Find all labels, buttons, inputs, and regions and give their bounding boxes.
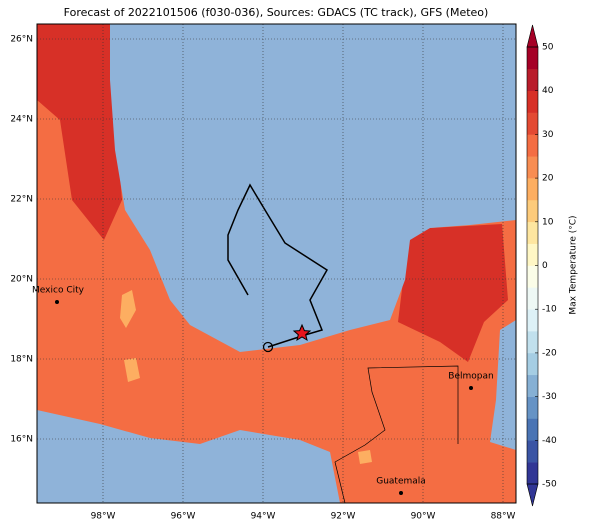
- y-tick-label: 20°N: [10, 275, 33, 285]
- x-tick-label: 88°W: [491, 512, 516, 522]
- colorbar-band: [527, 374, 538, 397]
- grid: [37, 24, 516, 503]
- colorbar-band: [527, 112, 538, 135]
- colorbar-band: [527, 178, 538, 201]
- colorbar-band: [527, 287, 538, 310]
- colorbar-tick-label: 30: [542, 130, 554, 140]
- warm-spot: [358, 450, 372, 464]
- colorbar-band: [527, 90, 538, 113]
- x-tick-label: 92°W: [331, 512, 356, 522]
- pacific-ocean: [37, 410, 340, 503]
- colorbar-band: [527, 265, 538, 288]
- colorbar-tick-label: 10: [542, 217, 554, 227]
- colorbar-tick-label: 0: [542, 261, 548, 271]
- warm-spot: [120, 290, 136, 328]
- city-label: Mexico City: [32, 286, 85, 296]
- colorbar-tick-label: 20: [542, 174, 554, 184]
- colorbar-band: [527, 47, 538, 70]
- colorbar-extend: [526, 24, 539, 48]
- city-label: Guatemala: [376, 477, 426, 487]
- x-tick-label: 94°W: [251, 512, 276, 522]
- colorbar-band: [527, 156, 538, 179]
- colorbar: -50 -40 -30 -20 -10 0 10 20 30 40 50: [526, 24, 557, 507]
- x-tick-label: 98°W: [91, 512, 116, 522]
- warm-spot: [124, 358, 140, 382]
- storm-position: [292, 323, 312, 342]
- colorbar-tick-label: -20: [542, 348, 557, 358]
- storm-track: [227, 183, 329, 348]
- border: [334, 365, 459, 504]
- colorbar-band: [527, 396, 538, 419]
- colorbar-tick-label: 40: [542, 86, 554, 96]
- colorbar-band: [527, 221, 538, 244]
- colorbar-tick-label: -10: [542, 305, 557, 315]
- gulf-of-mexico: [110, 24, 516, 352]
- city-dot: [469, 386, 473, 390]
- y-tick-label: 24°N: [10, 115, 33, 125]
- colorbar-band: [527, 352, 538, 376]
- colorbar-band: [527, 331, 538, 354]
- colorbar-extend: [526, 483, 539, 507]
- colorbar-band: [527, 68, 538, 91]
- colorbar-band: [527, 462, 538, 485]
- colorbar-tick-label: 50: [542, 43, 554, 53]
- track-start: [262, 341, 274, 353]
- city-dot: [55, 300, 59, 304]
- city-label: Belmopan: [448, 372, 493, 382]
- colorbar-band: [527, 418, 538, 441]
- y-tick-label: 16°N: [10, 435, 33, 445]
- colorbar-tick-label: -30: [542, 392, 557, 402]
- x-tick-label: 90°W: [411, 512, 436, 522]
- map: Mexico City Belmopan Guatemala: [32, 23, 517, 504]
- y-tick-label: 22°N: [10, 195, 33, 205]
- hot-region: [398, 224, 508, 362]
- colorbar-band: [527, 243, 538, 266]
- y-tick-label: 18°N: [10, 355, 33, 365]
- city-dot: [399, 491, 403, 495]
- colorbar-band: [527, 440, 538, 463]
- colorbar-label: Max Temperature (°C): [569, 215, 579, 314]
- x-tick-label: 96°W: [171, 512, 196, 522]
- title: Forecast of 2022101506 (f030-036), Sourc…: [64, 6, 489, 19]
- colorbar-band: [527, 199, 538, 223]
- colorbar-band: [527, 309, 538, 332]
- map-frame: [36, 23, 517, 504]
- colorbar-band: [527, 134, 538, 157]
- colorbar-tick-label: -50: [542, 480, 557, 490]
- colorbar-tick-label: -40: [542, 436, 557, 446]
- hot-region: [37, 24, 122, 240]
- y-tick-label: 26°N: [10, 35, 33, 45]
